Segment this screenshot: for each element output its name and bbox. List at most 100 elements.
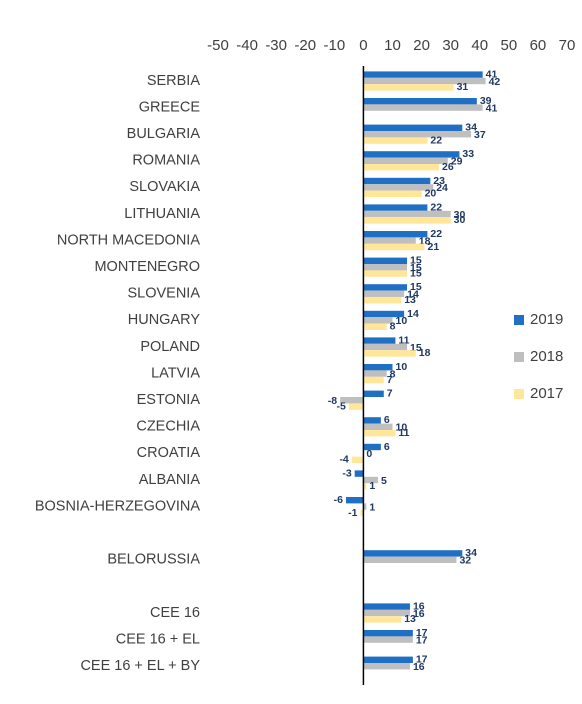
legend-label: 2019 — [530, 311, 563, 328]
x-tick-label: 40 — [471, 37, 488, 54]
bar — [363, 124, 463, 131]
bar — [348, 403, 364, 410]
category-label: CROATIA — [137, 445, 201, 461]
category-label: SLOVAKIA — [129, 179, 200, 195]
category-label: ESTONIA — [137, 392, 201, 408]
category-label: GREECE — [139, 99, 201, 115]
bar — [363, 603, 410, 610]
category-label: LITHUANIA — [124, 206, 200, 222]
bar — [363, 77, 486, 85]
bar — [363, 364, 393, 371]
legend-swatch — [514, 315, 524, 325]
category-label: CEE 16 — [150, 605, 200, 621]
bar — [363, 104, 483, 111]
value-label: 15 — [410, 255, 422, 267]
value-label: 5 — [381, 475, 387, 487]
x-tick-label: -10 — [323, 37, 345, 54]
bar — [351, 456, 364, 463]
x-tick-label: 20 — [413, 37, 430, 54]
bar — [363, 550, 463, 557]
bar — [340, 397, 364, 404]
bar — [363, 190, 422, 197]
bar — [363, 317, 393, 324]
bar — [363, 636, 413, 643]
value-label: 17 — [416, 627, 428, 639]
value-label: 15 — [410, 342, 422, 354]
value-label: 37 — [474, 129, 486, 141]
bar — [363, 164, 440, 171]
bar — [363, 323, 387, 330]
value-label: -4 — [339, 454, 348, 466]
value-label: 18 — [419, 235, 431, 247]
bar — [363, 417, 381, 424]
value-label: 6 — [384, 414, 390, 426]
x-tick-label: 10 — [384, 37, 401, 54]
value-label: 17 — [416, 634, 428, 646]
value-label: 23 — [433, 175, 445, 187]
value-label: 11 — [398, 427, 409, 439]
x-tick-label: -40 — [236, 37, 258, 54]
category-label: MONTENEGRO — [94, 259, 200, 275]
value-label: 16 — [413, 608, 425, 620]
value-label: 22 — [430, 228, 442, 240]
x-tick-label: 30 — [442, 37, 459, 54]
bar — [363, 264, 408, 271]
value-label: 10 — [396, 315, 408, 327]
value-label: 15 — [410, 267, 422, 279]
legend-swatch — [514, 352, 524, 362]
bar — [363, 423, 393, 430]
value-label: 16 — [413, 600, 425, 612]
bar — [363, 656, 413, 663]
value-label: 41 — [486, 68, 498, 80]
category-label: BOSNIA-HERZEGOVINA — [35, 498, 200, 514]
category-label: NORTH MACEDONIA — [57, 232, 200, 248]
bar — [363, 84, 454, 91]
bar — [363, 217, 451, 224]
bar — [363, 556, 457, 563]
value-label: 8 — [390, 368, 396, 380]
bar — [363, 609, 410, 617]
value-label: 30 — [454, 209, 466, 221]
category-label: ROMANIA — [132, 153, 200, 169]
legend-label: 2017 — [530, 385, 563, 402]
category-label: LATVIA — [151, 365, 200, 381]
x-tick-label: 70 — [559, 37, 576, 54]
value-label: 0 — [366, 448, 372, 460]
bar — [363, 376, 384, 384]
bar — [363, 270, 408, 277]
category-label: CEE 16 + EL — [116, 631, 200, 647]
value-label: 20 — [425, 188, 437, 200]
legend-swatch — [514, 389, 524, 399]
value-label: 24 — [436, 182, 448, 194]
value-label: 34 — [465, 547, 477, 559]
x-tick-label: 50 — [500, 37, 517, 54]
value-label: 26 — [442, 161, 454, 173]
x-tick-label: -50 — [207, 37, 229, 54]
category-label: CEE 16 + EL + BY — [80, 658, 200, 674]
bar — [363, 370, 387, 377]
bar — [363, 151, 460, 158]
value-label: 8 — [390, 321, 396, 333]
category-label: POLAND — [140, 339, 200, 355]
category-label: SLOVENIA — [127, 286, 200, 302]
bar — [363, 297, 402, 304]
value-label: 33 — [462, 148, 474, 160]
category-label: HUNGARY — [128, 312, 201, 328]
bar — [363, 284, 408, 291]
bar — [363, 430, 396, 437]
value-label: 1 — [369, 501, 375, 513]
value-label: 14 — [407, 289, 419, 301]
bar — [363, 98, 477, 105]
category-label: CZECHIA — [136, 419, 200, 435]
bar — [363, 337, 396, 344]
value-label: 31 — [457, 81, 469, 93]
value-label: 39 — [480, 95, 492, 107]
bar — [363, 237, 416, 244]
value-label: -1 — [348, 507, 357, 519]
bar — [363, 184, 434, 191]
bar — [363, 71, 483, 78]
bar — [363, 257, 408, 264]
bar — [363, 616, 402, 623]
value-label: 22 — [430, 134, 442, 146]
value-label: 30 — [454, 214, 466, 226]
